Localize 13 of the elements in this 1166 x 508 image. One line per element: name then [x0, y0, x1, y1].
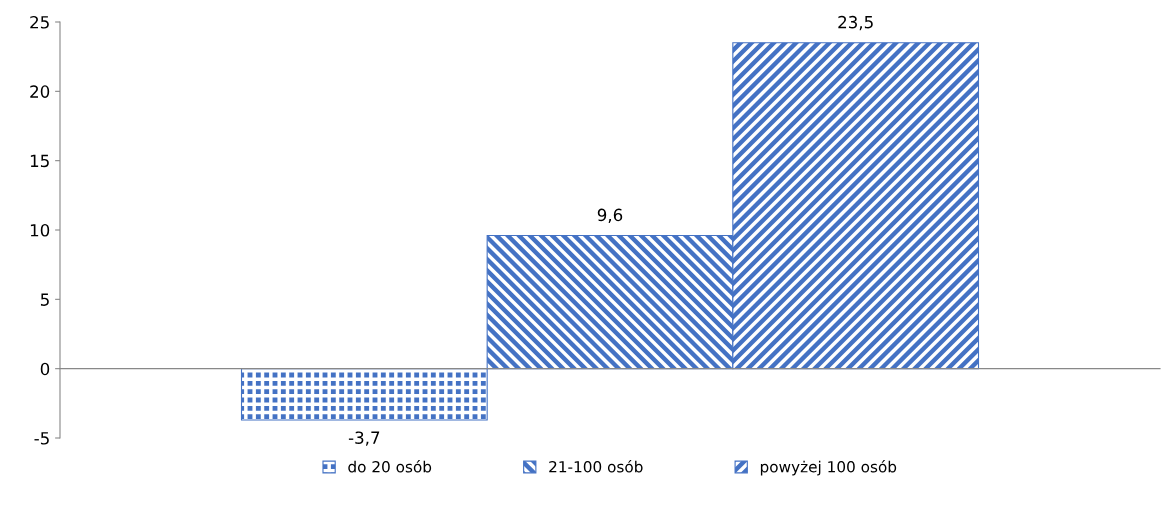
legend-label: 21-100 osób: [549, 460, 643, 473]
y-tick-label: 10: [30, 223, 50, 237]
y-tick-label: 20: [30, 85, 50, 98]
legend-label: powyżej 100 osób: [760, 460, 897, 476]
data-label: 23,5: [838, 15, 873, 31]
y-tick-label: 25: [30, 15, 49, 29]
y-tick-label: -5: [34, 432, 49, 445]
data-label: -3,7: [348, 431, 380, 446]
y-tick-label: 5: [40, 293, 49, 306]
data-label: 9,6: [597, 208, 623, 223]
y-tick-label: 15: [30, 154, 49, 168]
y-tick-label: 0: [40, 362, 50, 376]
legend-label: do 20 osób: [348, 460, 432, 473]
